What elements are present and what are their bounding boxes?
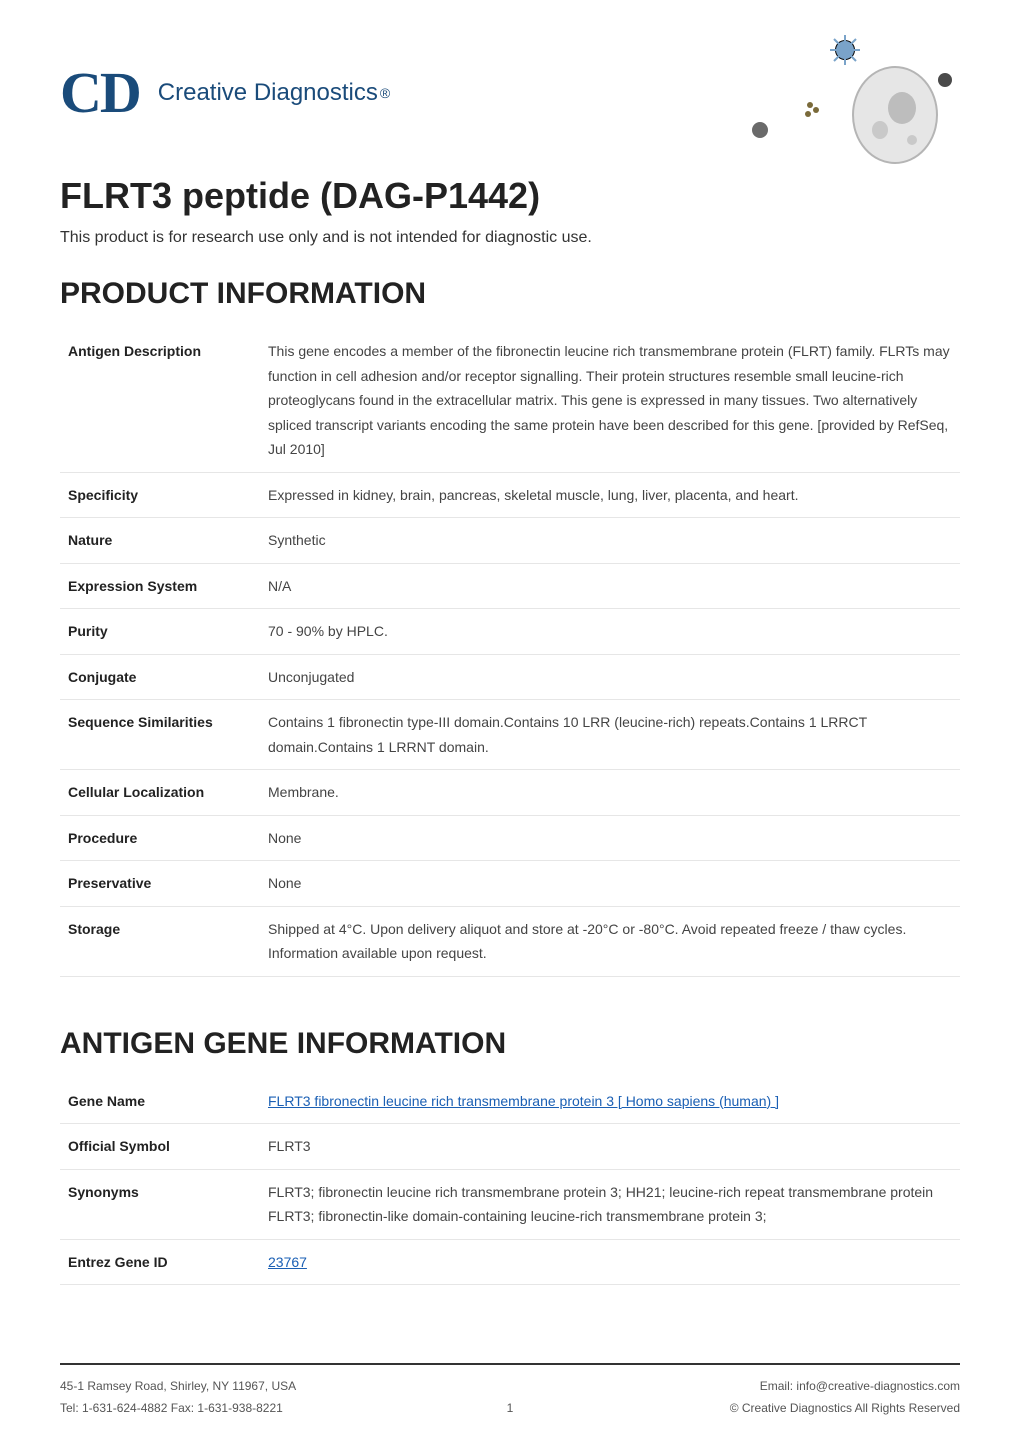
virus-icon	[830, 35, 860, 65]
table-row: SynonymsFLRT3; fibronectin leucine rich …	[60, 1169, 960, 1239]
row-label: Purity	[60, 609, 260, 655]
page-footer: 45-1 Ramsey Road, Shirley, NY 11967, USA…	[60, 1363, 960, 1423]
antigen-gene-table: Gene Name FLRT3 fibronectin leucine rich …	[60, 1079, 960, 1286]
row-label: Nature	[60, 518, 260, 564]
table-row: Entrez Gene ID 23767	[60, 1239, 960, 1285]
brand-logo: CD Creative Diagnostics ®	[60, 59, 390, 126]
gene-link[interactable]: 23767	[268, 1254, 307, 1270]
antigen-gene-tbody: Gene Name FLRT3 fibronectin leucine rich …	[60, 1079, 960, 1285]
dot-icon	[813, 107, 819, 113]
row-value: Synthetic	[260, 518, 960, 564]
row-value: Contains 1 fibronectin type-III domain.C…	[260, 700, 960, 770]
row-value: Shipped at 4°C. Upon delivery aliquot an…	[260, 906, 960, 976]
cell-icon	[853, 67, 937, 163]
row-label: Preservative	[60, 861, 260, 907]
product-info-table: Antigen DescriptionThis gene encodes a m…	[60, 329, 960, 977]
row-value: Unconjugated	[260, 654, 960, 700]
table-row: SpecificityExpressed in kidney, brain, p…	[60, 472, 960, 518]
row-label: Entrez Gene ID	[60, 1239, 260, 1285]
footer-email: Email: info@creative-diagnostics.com	[760, 1379, 960, 1393]
gene-link[interactable]: FLRT3 fibronectin leucine rich transmemb…	[268, 1093, 779, 1109]
dot-icon	[807, 102, 813, 108]
row-value: FLRT3 fibronectin leucine rich transmemb…	[260, 1079, 960, 1124]
logo-company-name: Creative Diagnostics	[158, 79, 378, 107]
table-row: PreservativeNone	[60, 861, 960, 907]
row-value: None	[260, 815, 960, 861]
table-row: Official SymbolFLRT3	[60, 1124, 960, 1170]
row-value: This gene encodes a member of the fibron…	[260, 329, 960, 472]
footer-address: 45-1 Ramsey Road, Shirley, NY 11967, USA	[60, 1379, 296, 1393]
footer-copyright: © Creative Diagnostics All Rights Reserv…	[730, 1401, 960, 1415]
logo-registered-mark: ®	[380, 85, 390, 101]
footer-phone: Tel: 1-631-624-4882 Fax: 1-631-938-8221	[60, 1401, 283, 1415]
footer-row-1: 45-1 Ramsey Road, Shirley, NY 11967, USA…	[60, 1379, 960, 1393]
logo-initials: CD	[60, 59, 140, 126]
table-row: Purity70 - 90% by HPLC.	[60, 609, 960, 655]
page-content: FLRT3 peptide (DAG-P1442) This product i…	[0, 175, 1020, 1285]
section-heading-product-info: PRODUCT INFORMATION	[60, 277, 960, 311]
header-decorative-art	[620, 10, 960, 170]
research-use-disclaimer: This product is for research use only an…	[60, 229, 960, 247]
row-label: Storage	[60, 906, 260, 976]
table-row: Expression SystemN/A	[60, 563, 960, 609]
row-value: None	[260, 861, 960, 907]
row-value: FLRT3	[260, 1124, 960, 1170]
section-heading-antigen-gene: ANTIGEN GENE INFORMATION	[60, 1027, 960, 1061]
row-value: 23767	[260, 1239, 960, 1285]
row-label: Cellular Localization	[60, 770, 260, 816]
row-value: 70 - 90% by HPLC.	[260, 609, 960, 655]
footer-page-number: 1	[507, 1401, 514, 1415]
table-row: Antigen DescriptionThis gene encodes a m…	[60, 329, 960, 472]
row-label: Gene Name	[60, 1079, 260, 1124]
dot-icon	[938, 73, 952, 87]
row-label: Official Symbol	[60, 1124, 260, 1170]
footer-rule	[60, 1363, 960, 1365]
table-row: ProcedureNone	[60, 815, 960, 861]
row-label: Specificity	[60, 472, 260, 518]
table-row: Gene Name FLRT3 fibronectin leucine rich …	[60, 1079, 960, 1124]
row-label: Procedure	[60, 815, 260, 861]
table-row: NatureSynthetic	[60, 518, 960, 564]
table-row: StorageShipped at 4°C. Upon delivery ali…	[60, 906, 960, 976]
section-spacer	[60, 977, 960, 1017]
product-info-tbody: Antigen DescriptionThis gene encodes a m…	[60, 329, 960, 976]
table-row: ConjugateUnconjugated	[60, 654, 960, 700]
dot-icon	[805, 111, 811, 117]
row-label: Antigen Description	[60, 329, 260, 472]
row-label: Expression System	[60, 563, 260, 609]
table-row: Sequence SimilaritiesContains 1 fibronec…	[60, 700, 960, 770]
page-header: CD Creative Diagnostics ®	[0, 0, 1020, 175]
product-title: FLRT3 peptide (DAG-P1442)	[60, 175, 960, 217]
row-value: Membrane.	[260, 770, 960, 816]
row-value: Expressed in kidney, brain, pancreas, sk…	[260, 472, 960, 518]
row-label: Synonyms	[60, 1169, 260, 1239]
footer-row-2: Tel: 1-631-624-4882 Fax: 1-631-938-8221 …	[60, 1401, 960, 1415]
row-value: FLRT3; fibronectin leucine rich transmem…	[260, 1169, 960, 1239]
row-label: Conjugate	[60, 654, 260, 700]
table-row: Cellular LocalizationMembrane.	[60, 770, 960, 816]
small-blob-icon	[752, 122, 768, 138]
row-value: N/A	[260, 563, 960, 609]
row-label: Sequence Similarities	[60, 700, 260, 770]
